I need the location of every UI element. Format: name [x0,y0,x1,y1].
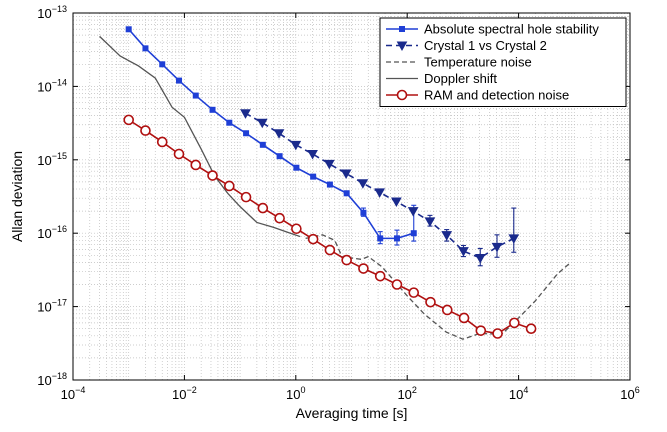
data-point [274,212,285,224]
series-line [305,234,570,340]
data-point [408,287,420,298]
data-point [410,230,417,237]
data-point [374,188,385,198]
x-tick-label: 10−4 [61,385,86,402]
series-line [99,35,301,238]
data-point [276,153,283,160]
data-point [357,179,369,189]
data-point [441,231,453,241]
data-point [259,141,266,148]
data-point [310,173,317,180]
series-2 [305,234,570,340]
data-point [140,125,151,136]
x-tick-label: 100 [286,385,305,402]
data-point [291,223,302,235]
legend-label: RAM and detection noise [424,88,569,103]
y-tick-label: 10−17 [37,298,67,315]
data-point [257,202,269,214]
data-point [492,328,503,339]
x-axis-label: Averaging time [s] [296,405,408,421]
legend-box [379,17,627,107]
y-tick-label: 10−15 [37,151,67,168]
legend-swatch-marker [399,26,405,32]
data-point [323,159,335,170]
data-point [224,180,235,192]
data-point [391,197,402,208]
legend-label: Doppler shift [424,71,497,86]
data-point [209,106,216,113]
data-point [156,136,168,148]
series-3 [99,35,301,238]
data-point [508,234,520,244]
data-point [377,235,384,242]
legend-swatch-marker [396,89,408,101]
data-point [226,119,233,126]
data-point [475,325,487,336]
data-point [360,209,367,216]
data-point [142,45,149,52]
data-point [374,270,386,282]
y-tick-label: 10−13 [37,4,67,21]
data-point [458,247,469,257]
data-point [290,140,302,151]
data-point [125,26,132,33]
legend-swatch-marker [396,41,408,52]
data-point [123,114,134,126]
data-point [509,317,520,329]
data-point [192,92,199,99]
series-4 [123,114,537,339]
x-tick-label: 106 [620,385,639,402]
series-line [128,28,414,240]
data-point [391,279,403,290]
data-point [424,217,436,227]
data-point [240,109,251,119]
legend: Absolute spectral hole stabilityCrystal … [379,17,627,107]
data-point [340,169,352,180]
data-point [441,304,453,316]
x-tick-label: 104 [509,385,528,402]
data-point [343,190,350,197]
grid [72,13,630,381]
axis-ticks: 10−4 10−2 100 102 104 106 10−18 10−17 10−16 10−15… [37,4,639,402]
data-point [256,118,268,129]
data-point [358,263,369,274]
series-1 [240,109,520,267]
plot-frame [72,12,631,381]
data-point [324,244,336,256]
data-point [458,312,470,324]
data-point [293,164,300,171]
data-point [243,130,250,137]
legend-label: Temperature noise [424,55,532,70]
x-tick-label: 10−2 [172,385,197,402]
data-point [326,181,333,188]
series-0 [125,26,417,246]
data-point [407,207,419,217]
data-point [273,129,285,139]
data-point [307,149,318,160]
y-tick-label: 10−16 [37,224,67,241]
data-point [207,170,218,181]
data-point [173,148,185,160]
series-layer [99,26,570,340]
data-point [491,242,503,253]
data-point [341,254,352,266]
data-point [525,323,537,334]
data-point [425,296,436,308]
data-point [474,253,486,264]
data-point [393,235,400,242]
data-point [159,61,166,68]
data-point [190,159,202,171]
data-point [307,233,319,245]
x-tick-label: 102 [397,385,416,402]
legend-label: Crystal 1 vs Crystal 2 [424,38,547,53]
legend-label: Absolute spectral hole stability [424,22,599,37]
y-tick-label: 10−14 [37,77,67,94]
y-tick-label: 10−18 [37,371,67,388]
series-line [128,119,532,335]
data-point [240,191,252,203]
y-axis-label: Allan deviation [9,151,25,242]
data-point [176,77,183,84]
